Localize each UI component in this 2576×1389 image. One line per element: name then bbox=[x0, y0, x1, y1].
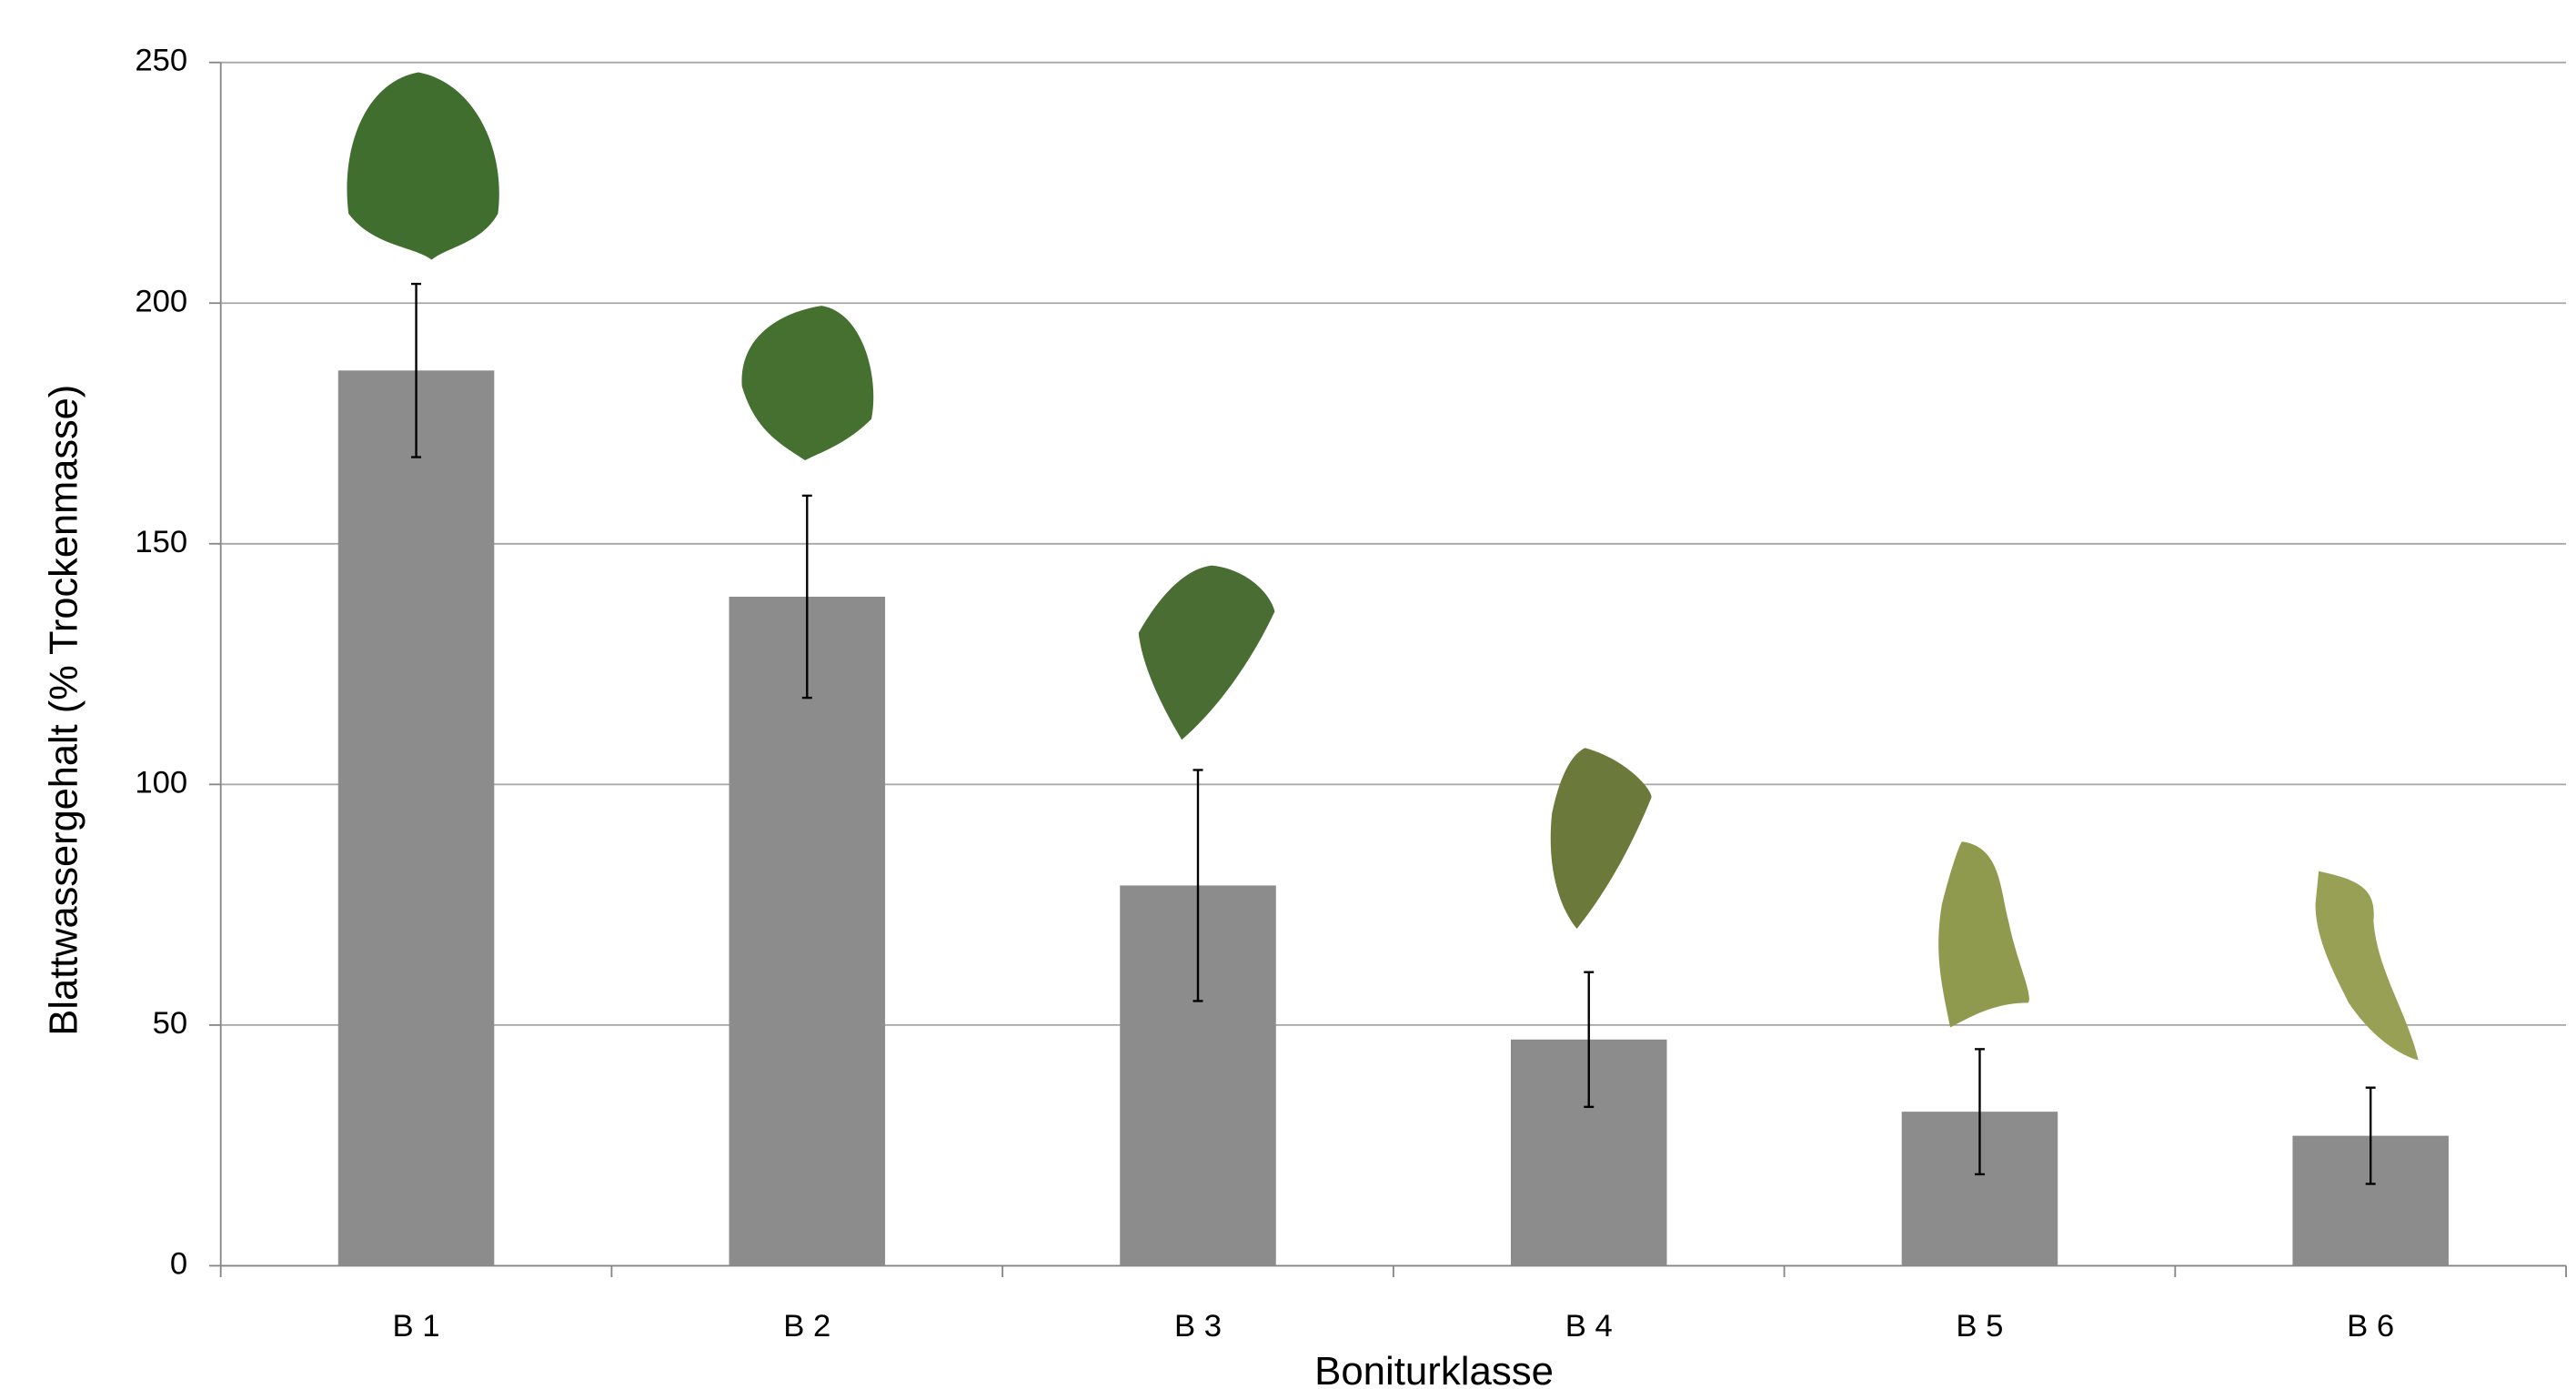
leaf-icon bbox=[1139, 566, 1275, 740]
leaf-icon bbox=[2316, 871, 2419, 1061]
y-tick-label: 100 bbox=[135, 766, 187, 800]
x-tick-label: B 6 bbox=[2347, 1309, 2394, 1344]
leaf-icons bbox=[347, 73, 2418, 1061]
leaf-icon bbox=[741, 306, 873, 460]
y-tick-label: 0 bbox=[170, 1247, 187, 1282]
x-tick-label: B 5 bbox=[1956, 1309, 2003, 1344]
y-tick-label: 200 bbox=[135, 284, 187, 318]
x-tick-label: B 2 bbox=[783, 1309, 830, 1344]
bar bbox=[338, 370, 495, 1265]
leaf-icon bbox=[347, 73, 498, 260]
x-tick-label: B 1 bbox=[393, 1309, 440, 1344]
chart: Blattwassergehalt (% Trockenmasse) Bonit… bbox=[0, 0, 2576, 1389]
x-tick-label: B 3 bbox=[1174, 1309, 1222, 1344]
leaf-icon bbox=[1551, 748, 1652, 929]
y-tick-label: 250 bbox=[135, 44, 187, 78]
leaf-icon bbox=[1938, 841, 2029, 1027]
y-tick-label: 150 bbox=[135, 525, 187, 559]
y-tick-label: 50 bbox=[153, 1006, 188, 1041]
x-tick-label: B 4 bbox=[1565, 1309, 1613, 1344]
x-axis-title: Boniturklasse bbox=[1314, 1350, 1554, 1389]
y-axis-title: Blattwassergehalt (% Trockenmasse) bbox=[42, 385, 86, 1036]
